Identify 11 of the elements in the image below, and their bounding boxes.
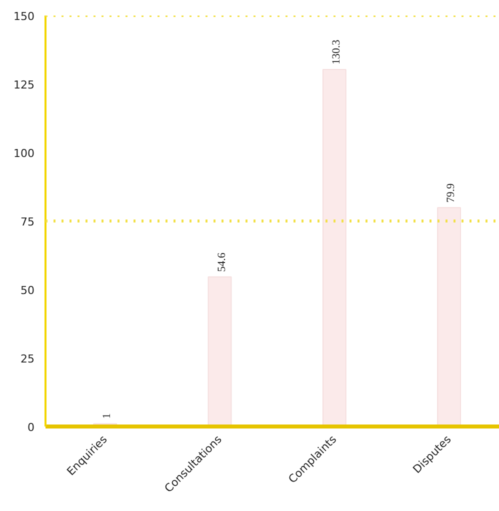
y-tick-label: 100 — [14, 147, 35, 160]
data-label: 54.6 — [216, 252, 228, 272]
data-label: 130.3 — [330, 39, 342, 64]
y-tick-label: 0 — [28, 421, 34, 434]
y-tick-label: 150 — [14, 10, 35, 23]
y-tick-label: 25 — [20, 352, 35, 366]
y-tick-label: 125 — [14, 78, 35, 92]
y-tick-label: 50 — [20, 284, 35, 297]
data-label: 79.9 — [445, 182, 458, 203]
data-label: 1 — [101, 413, 114, 419]
y-tick-label: 75 — [20, 216, 35, 228]
